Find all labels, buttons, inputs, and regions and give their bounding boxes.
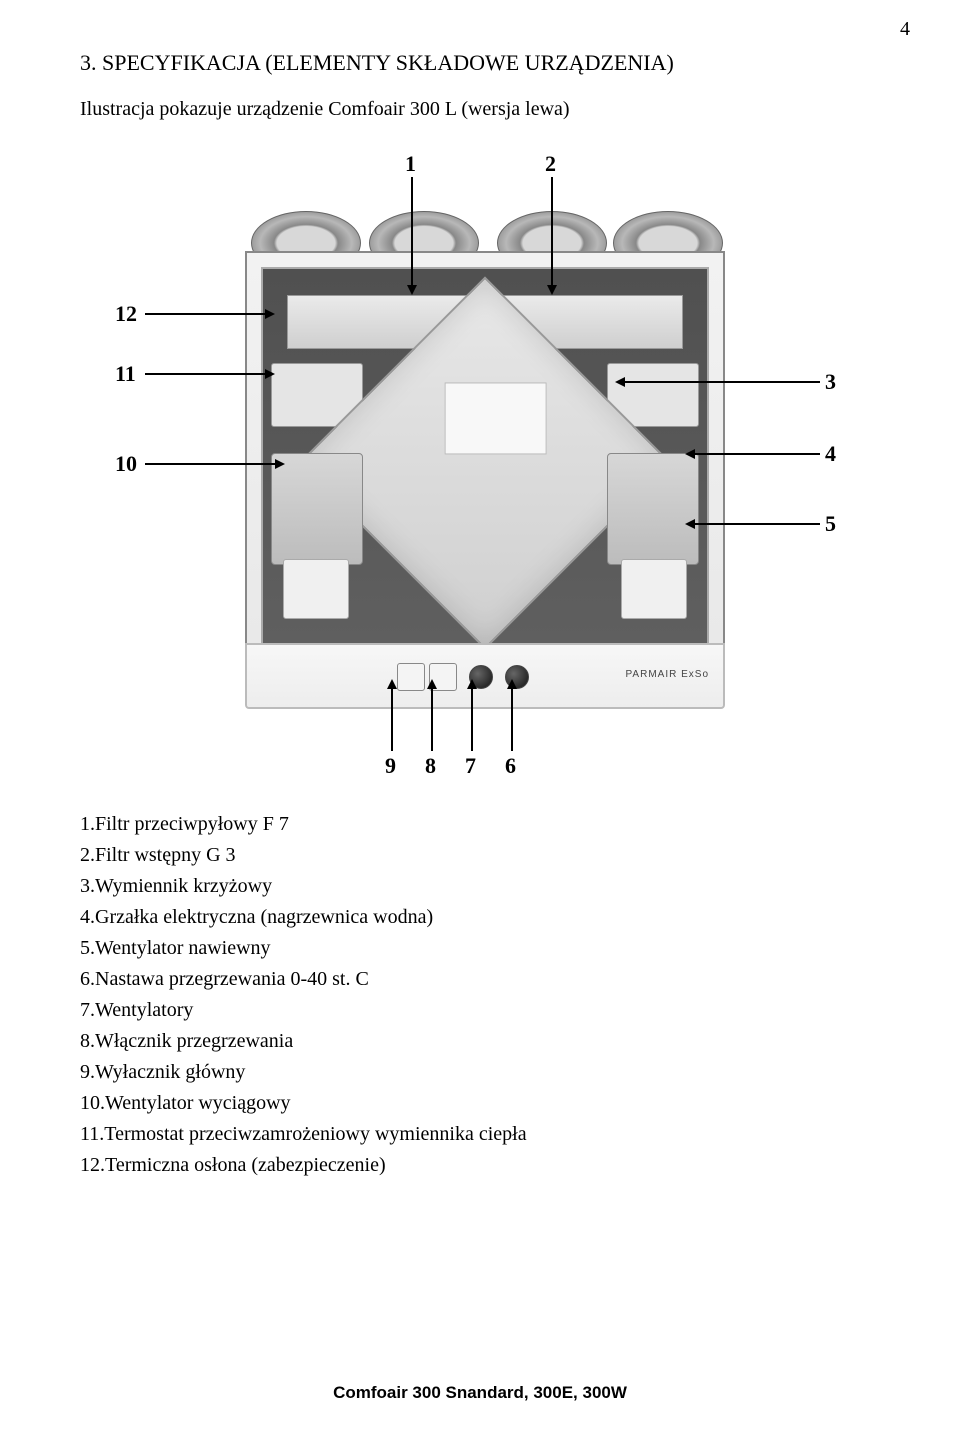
arrow-line (511, 689, 513, 751)
callout-9: 9 (385, 753, 396, 779)
arrow-head-icon (265, 369, 275, 379)
arrow-head-icon (387, 679, 397, 689)
arrow-head-icon (467, 679, 477, 689)
arrow-line (431, 689, 433, 751)
arrow-head-icon (275, 459, 285, 469)
arrow-head-icon (427, 679, 437, 689)
legend-item: 5.Wentylator nawiewny (80, 933, 880, 964)
arrow-head-icon (507, 679, 517, 689)
section-subheading: Ilustracja pokazuje urządzenie Comfoair … (80, 98, 880, 121)
arrow-head-icon (685, 449, 695, 459)
junction-box (283, 559, 349, 619)
fan-housing (271, 453, 363, 565)
main-switch-icon (397, 663, 425, 691)
callout-10: 10 (115, 451, 137, 477)
legend-list: 1.Filtr przeciwpyłowy F 7 2.Filtr wstępn… (80, 809, 880, 1181)
callout-2: 2 (545, 151, 556, 177)
page-number: 4 (900, 18, 910, 41)
arrow-head-icon (685, 519, 695, 529)
arrow-line (391, 689, 393, 751)
callout-3: 3 (825, 369, 836, 395)
front-control-panel: PARMAIR ExSo (245, 643, 725, 709)
brand-label: PARMAIR ExSo (626, 669, 710, 680)
legend-item: 3.Wymiennik krzyżowy (80, 871, 880, 902)
section-heading: 3. SPECYFIKACJA (ELEMENTY SKŁADOWE URZĄD… (80, 50, 880, 76)
arrow-line (551, 177, 553, 285)
arrow-line (695, 453, 820, 455)
arrow-line (411, 177, 413, 285)
arrow-line (145, 463, 275, 465)
legend-item: 9.Wyłacznik główny (80, 1057, 880, 1088)
callout-7: 7 (465, 753, 476, 779)
legend-item: 4.Grzałka elektryczna (nagrzewnica wodna… (80, 902, 880, 933)
device-diagram: PARMAIR ExSo 1 2 12 11 10 3 4 5 9 (105, 151, 855, 791)
callout-6: 6 (505, 753, 516, 779)
legend-item: 2.Filtr wstępny G 3 (80, 840, 880, 871)
arrow-line (695, 523, 820, 525)
legend-item: 7.Wentylatory (80, 995, 880, 1026)
arrow-line (625, 381, 820, 383)
legend-item: 1.Filtr przeciwpyłowy F 7 (80, 809, 880, 840)
callout-4: 4 (825, 441, 836, 467)
arrow-head-icon (407, 285, 417, 295)
page-footer: Comfoair 300 Snandard, 300E, 300W (0, 1383, 960, 1403)
callout-1: 1 (405, 151, 416, 177)
junction-box (621, 559, 687, 619)
legend-item: 10.Wentylator wyciągowy (80, 1088, 880, 1119)
legend-item: 8.Włącznik przegrzewania (80, 1026, 880, 1057)
legend-item: 6.Nastawa przegrzewania 0-40 st. C (80, 964, 880, 995)
arrow-head-icon (615, 377, 625, 387)
cabinet (245, 251, 725, 681)
legend-item: 12.Termiczna osłona (zabezpieczenie) (80, 1150, 880, 1181)
callout-5: 5 (825, 511, 836, 537)
arrow-line (145, 313, 265, 315)
arrow-line (145, 373, 265, 375)
legend-item: 11.Termostat przeciwzamrożeniowy wymienn… (80, 1119, 880, 1150)
fan-housing (607, 453, 699, 565)
callout-12: 12 (115, 301, 137, 327)
device-illustration: PARMAIR ExSo (245, 211, 725, 731)
callout-8: 8 (425, 753, 436, 779)
arrow-line (471, 689, 473, 751)
arrow-head-icon (265, 309, 275, 319)
arrow-head-icon (547, 285, 557, 295)
callout-11: 11 (115, 361, 136, 387)
document-page: 4 3. SPECYFIKACJA (ELEMENTY SKŁADOWE URZ… (0, 0, 960, 1429)
